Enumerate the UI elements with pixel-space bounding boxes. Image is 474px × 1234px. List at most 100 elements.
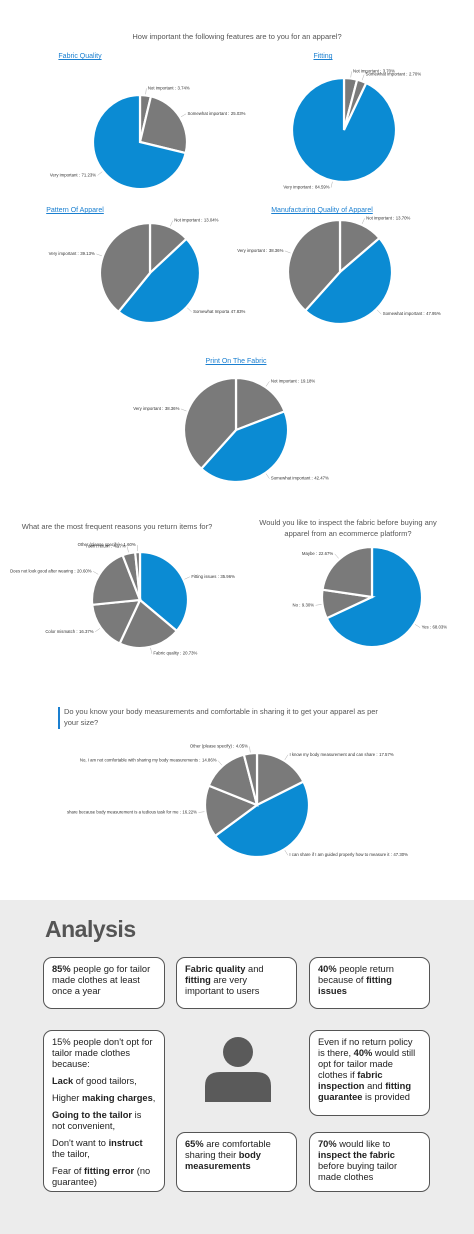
analysis-section: Analysis 85% people go for tailor made c… [0,900,474,1234]
bold-text: 40% [318,964,337,974]
text: would like to [336,1139,391,1149]
slice-value: 25.03% [231,111,246,116]
slice-label: Fabric quality :20.73% [153,651,197,656]
leader-line [145,88,147,95]
insight-box: 85% people go for tailor made clothes at… [43,957,165,1009]
slice-label: Fitting issues :35.96% [191,574,235,579]
slice-value: 16.37% [79,629,94,634]
slice-label: Very important :84.59% [283,185,329,190]
slice-label: Very important :71.23% [50,173,96,178]
text: people go for tailor made clothes at lea… [52,964,151,996]
slice-label: share because body measurement is a tedi… [67,810,197,815]
pie-slice [286,218,342,313]
slice-value: 1.60% [124,542,136,547]
slice-value: 71.23% [81,173,96,178]
bold-text: fitting [185,974,211,985]
slice-label: Yes :68.03% [422,625,448,630]
text: is provided [362,1091,410,1102]
slice-label: Very important :38.36% [237,248,283,253]
slice-category: Somewhat important : [271,476,313,481]
pie-slice [138,550,190,633]
text: before buying tailor made clothes [318,1160,398,1182]
leader-line [150,647,153,654]
slice-category: Not important : [174,218,202,223]
slice-label: Somewhat important :47.95% [383,311,441,316]
slice-label: Somewhat important :25.03% [188,111,246,116]
slice-value: 16.22% [182,810,197,815]
leader-line [330,181,333,188]
leader-line [284,850,289,856]
chart-title: Fitting [313,53,333,60]
chart-title: Do you know your body measurements and c… [58,707,384,729]
insight-text: Higher making charges, [52,1093,156,1104]
slice-label: I can share if I am guided properly how … [289,852,408,857]
leader-line [217,760,223,766]
slice-value: 17.57% [379,752,394,757]
pie-slice [116,237,202,325]
text: (no guarantee) [52,1165,151,1187]
pie-slice [199,409,290,484]
slice-category: Not important : [271,379,299,384]
slice-label: Other (please specify) :4.05% [190,744,248,749]
slice-category: Somewhat important : [383,311,425,316]
slice-category: No, I am not comfortable with sharing my… [80,758,201,763]
slice-value: 47.83% [231,309,246,314]
slice-category: Somewhat Importa [193,309,230,314]
leader-line [187,307,192,313]
slice-category: Not important : [353,69,381,74]
chart-title: What are the most frequent reasons you r… [21,522,213,531]
leader-line [126,546,129,553]
insight-box: 65% are comfortable sharing their body m… [176,1132,297,1192]
slice-category: Fabric quality : [153,651,181,656]
slice-value: 38.36% [165,406,180,411]
insight-box: Fabric quality and fitting are very impo… [176,957,297,1009]
insight-text: Fabric quality and fitting are very impo… [185,964,288,997]
pie-slice [242,751,259,806]
slice-label: Other (please specify) :1.60% [78,542,136,547]
leader-line [198,811,205,813]
slice-category: Very important : [283,185,313,190]
bold-text: fitting issues [318,974,392,996]
slice-value: 22.67% [319,551,334,556]
pie-slice [182,376,238,471]
slice-category: Not important : [366,216,394,221]
slice-value: 13.70% [396,216,411,221]
slice-label: Somewhat important :2.70% [366,72,422,77]
text: Don't want to [52,1137,109,1148]
chart-title: Would you like to inspect the fabric bef… [259,518,437,539]
slice-category: Somewhat important : [366,72,408,77]
slice-value: 47.95% [426,311,441,316]
text: would still opt for tailor made clothes … [318,1047,416,1080]
pie-slice [90,553,142,607]
slice-category: Other (please specify) : [190,744,234,749]
slice-category: No : [293,602,301,607]
slice-category: Does not look good after wearing : [10,568,75,573]
slice-value: 68.03% [433,625,448,630]
insight-text: Don't want to instruct the tailor, [52,1138,156,1160]
chart-title: Manufacturing Quality of Apparel [271,207,373,214]
slice-value: 13.04% [204,218,219,223]
slice-label: Somewhat Importa 47.83% [193,309,245,314]
insight-text: 70% would like to inspect the fabric bef… [318,1139,421,1183]
text: the tailor, [52,1148,90,1159]
slice-category: Very important : [50,173,80,178]
pie-slice [118,598,179,650]
slice-value: 38.36% [269,248,284,253]
slice-category: Yes : [422,625,431,630]
slice-value: 20.73% [183,651,198,656]
insight-text: Lack of good tailors, [52,1076,156,1087]
slice-label: Not important :3.74% [148,86,190,91]
text: Fear of [52,1165,85,1176]
chart-title: Pattern Of Apparel [46,207,104,214]
text: 15% people don't opt for tailor made clo… [52,1037,153,1069]
text: and [364,1080,386,1091]
bold-text: 65% [185,1139,204,1149]
bold-text: inspect the fabric [318,1149,395,1160]
bold-text: fabric inspection [318,1069,383,1091]
bold-text: body measurements [185,1149,261,1171]
leader-line [350,71,352,78]
slice-label: Not important :13.70% [366,216,410,221]
slice-category: Other (please specify) : [78,542,122,547]
slice-label: Color mismatch :16.37% [45,629,93,634]
